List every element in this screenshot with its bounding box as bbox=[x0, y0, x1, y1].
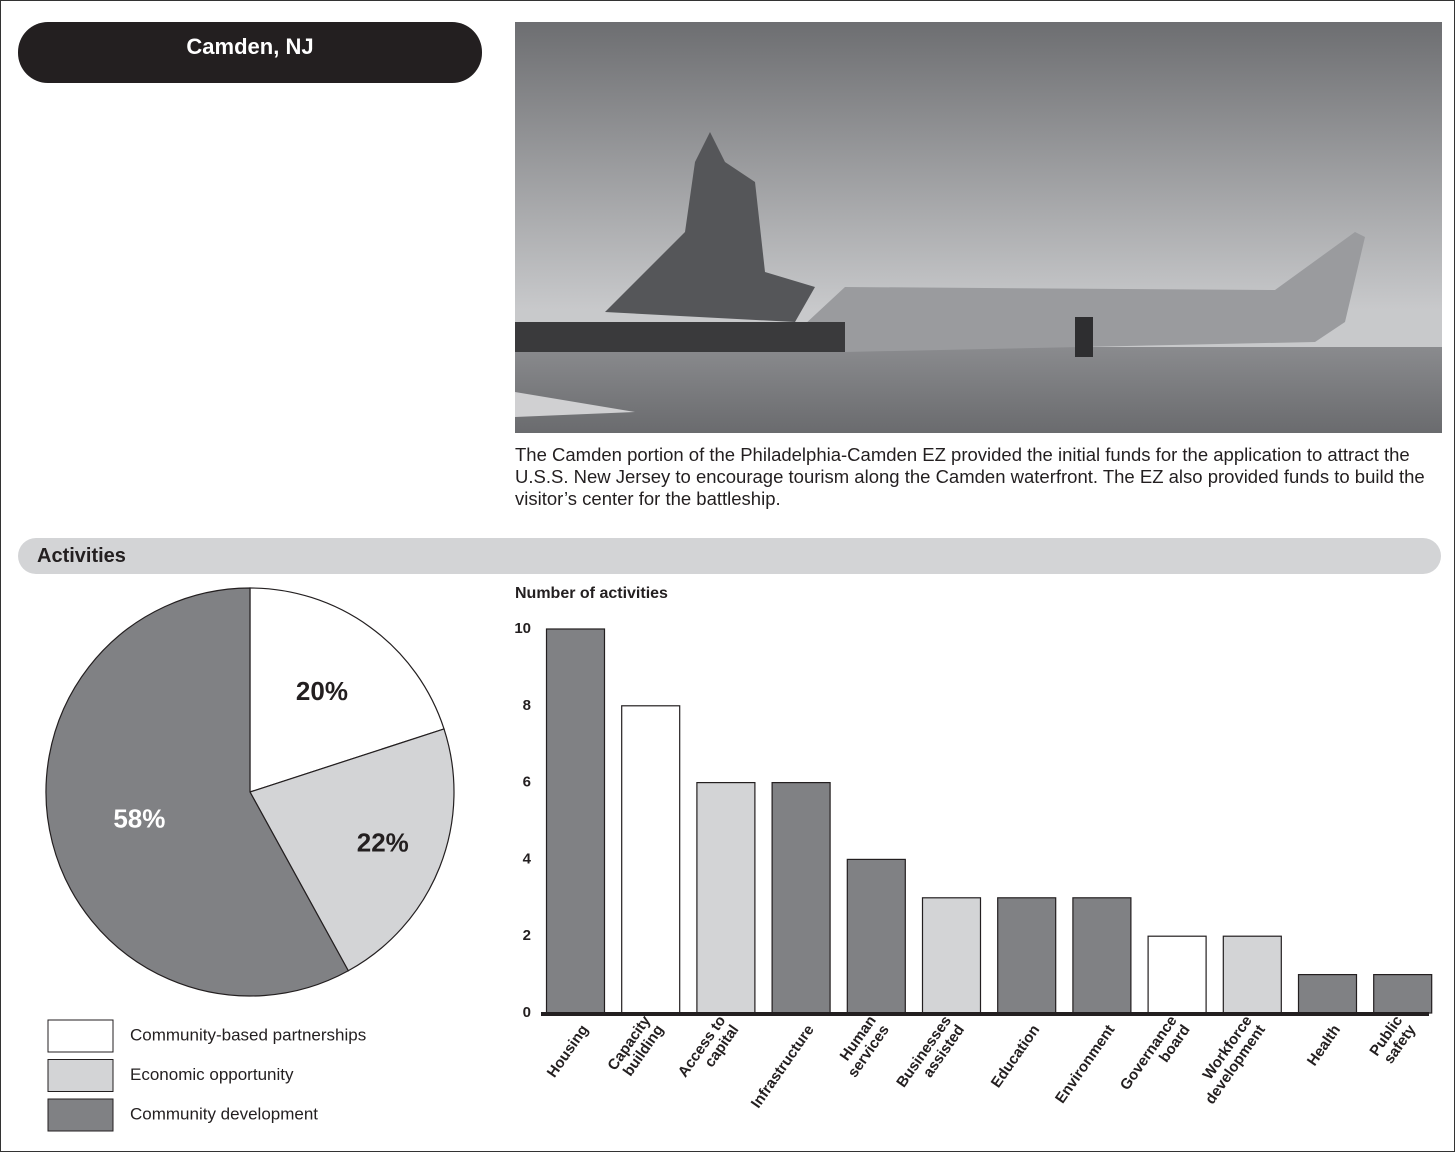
slice-label: 58% bbox=[113, 803, 165, 833]
x-tick-label: Publicsafety bbox=[1366, 1012, 1419, 1068]
x-tick-label: Environment bbox=[1052, 1022, 1119, 1107]
bar bbox=[1373, 973, 1433, 1014]
bar bbox=[921, 897, 982, 1014]
y-tick-label: 10 bbox=[514, 620, 531, 637]
legend-label: Community-based partnerships bbox=[130, 1025, 366, 1044]
slice-label: 22% bbox=[357, 827, 409, 857]
x-tick-label: Governanceboard bbox=[1117, 1013, 1194, 1103]
pie-slice bbox=[249, 587, 445, 793]
y-tick-label: 4 bbox=[523, 850, 532, 867]
legend-label: Economic opportunity bbox=[130, 1065, 294, 1084]
legend-swatch bbox=[47, 1098, 114, 1132]
x-tick-line: Health bbox=[1304, 1022, 1344, 1069]
y-tick-label: 6 bbox=[523, 774, 531, 791]
bar bbox=[621, 705, 681, 1014]
x-tick-line: Education bbox=[988, 1022, 1044, 1091]
photo-caption: The Camden portion of the Philadelphia-C… bbox=[515, 444, 1425, 509]
bar bbox=[696, 781, 756, 1014]
x-tick-label: Health bbox=[1304, 1022, 1344, 1069]
bar bbox=[997, 897, 1057, 1014]
section-bar: Activities bbox=[18, 538, 1441, 574]
legend-label: Community development bbox=[130, 1104, 318, 1123]
legend-swatch bbox=[47, 1019, 114, 1053]
y-tick-label: 0 bbox=[523, 1004, 531, 1021]
header-pill: Camden, NJ bbox=[18, 22, 482, 83]
x-tick-line: Housing bbox=[544, 1022, 592, 1081]
x-tick-line: Infrastructure bbox=[748, 1022, 818, 1112]
header-title: Camden, NJ bbox=[186, 34, 314, 59]
y-axis-title: Number of activities bbox=[515, 585, 668, 602]
x-tick-label: Access tocapital bbox=[675, 1013, 743, 1090]
y-tick-label: 2 bbox=[523, 927, 531, 944]
x-tick-label: Capacitybuilding bbox=[604, 1012, 667, 1083]
bar bbox=[1297, 973, 1358, 1014]
x-tick-label: Education bbox=[988, 1022, 1044, 1091]
x-tick-line: Environment bbox=[1052, 1022, 1119, 1107]
x-tick-label: Workforcedevelopment bbox=[1189, 1013, 1269, 1108]
bar bbox=[1222, 935, 1282, 1014]
pie-slice bbox=[45, 587, 350, 997]
x-tick-label: Housing bbox=[544, 1022, 592, 1081]
x-tick-label: Humanservices bbox=[831, 1013, 892, 1081]
y-tick-label: 8 bbox=[523, 697, 531, 714]
pie-slice bbox=[249, 728, 455, 972]
x-tick-label: Businessesassisted bbox=[893, 1013, 968, 1100]
bar bbox=[771, 781, 831, 1014]
section-title: Activities bbox=[37, 545, 126, 567]
photo bbox=[515, 22, 1442, 433]
bar bbox=[1072, 897, 1132, 1014]
bar bbox=[545, 628, 606, 1014]
bar bbox=[1147, 935, 1207, 1014]
x-tick-label: Infrastructure bbox=[748, 1022, 818, 1112]
legend-swatch bbox=[47, 1059, 114, 1092]
slice-label: 20% bbox=[296, 676, 348, 706]
bar bbox=[846, 858, 906, 1014]
